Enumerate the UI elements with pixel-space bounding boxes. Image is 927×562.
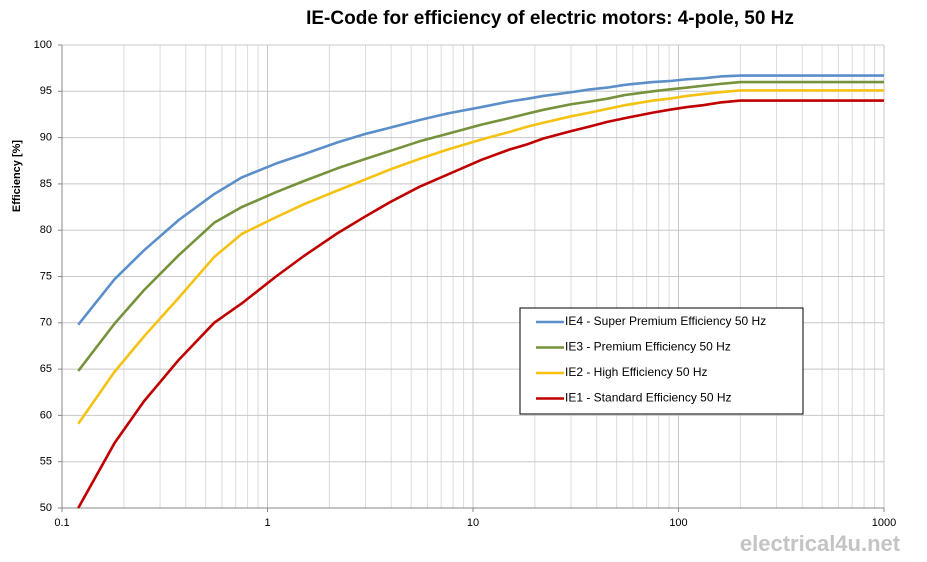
chart-title: IE-Code for efficiency of electric motor… <box>306 8 794 29</box>
y-tick-label: 80 <box>40 224 52 236</box>
legend-box <box>519 307 804 415</box>
y-tick-label: 90 <box>40 132 52 144</box>
legend-label: IE3 - Premium Efficiency 50 Hz <box>565 340 731 354</box>
x-tick-label: 1 <box>264 517 270 529</box>
watermark: electrical4u.net <box>740 531 901 556</box>
y-tick-label: 60 <box>40 409 52 421</box>
series-line <box>77 74 884 326</box>
y-tick-label: 65 <box>40 363 52 375</box>
y-tick-label: 95 <box>40 85 52 97</box>
y-tick-label: 85 <box>40 178 52 190</box>
x-tick-label: 0.1 <box>54 517 69 529</box>
y-axis-label: Efficiency [%] <box>11 140 23 212</box>
x-tick-label: 10 <box>467 517 479 529</box>
y-tick-label: 100 <box>34 39 52 51</box>
y-tick-label: 70 <box>40 317 52 329</box>
y-tick-label: 75 <box>40 270 52 282</box>
series-line <box>77 89 884 425</box>
legend-label: IE1 - Standard Efficiency 50 Hz <box>565 391 732 405</box>
y-tick-label: 50 <box>40 502 52 514</box>
legend: IE4 - Super Premium Efficiency 50 Hz IE3 … <box>519 307 804 415</box>
series-line <box>77 99 884 509</box>
legend-label: IE2 - High Efficiency 50 Hz <box>565 365 708 379</box>
x-tick-label: 100 <box>669 517 687 529</box>
series-line <box>77 80 884 372</box>
x-tick-label: 1000 <box>872 517 896 529</box>
legend-label: IE4 - Super Premium Efficiency 50 Hz <box>565 314 766 328</box>
y-tick-label: 55 <box>40 456 52 468</box>
